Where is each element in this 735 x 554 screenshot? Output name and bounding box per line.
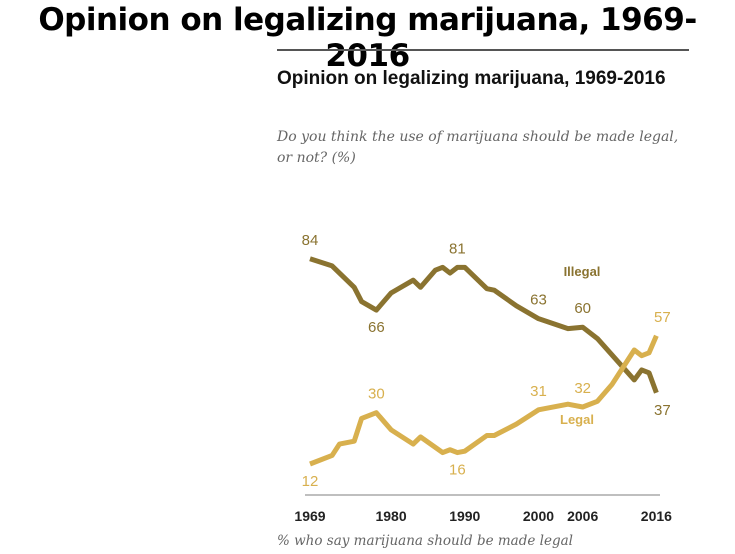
chart-note: % who say marijuana should be made legal [277,533,573,549]
data-label: 32 [574,380,591,397]
data-label: 12 [302,473,319,490]
x-tick-label: 2000 [523,508,554,524]
data-label: 37 [654,402,671,419]
page-title: Opinion on legalizing marijuana, 1969-20… [38,2,697,74]
x-tick-label: 2006 [567,508,598,524]
series-line-illegal [309,256,659,394]
x-tick-label: 1990 [449,508,480,524]
x-tick-label: 2016 [641,508,672,524]
header-rule [277,49,689,51]
data-label: 60 [574,300,591,317]
data-label: 31 [530,383,547,400]
series-line-legal [309,334,659,467]
data-label: 30 [368,386,385,403]
x-tick-label: 1969 [294,508,325,524]
x-tick-label: 1980 [375,508,406,524]
legend-label-illegal: Illegal [564,264,601,279]
data-label: 84 [302,232,319,249]
data-label: 66 [368,319,385,336]
data-label: 81 [449,240,466,257]
data-label: 63 [530,292,547,309]
chart-title: Opinion on legalizing marijuana, 1969-20… [277,68,666,89]
chart-subtitle: Do you think the use of marijuana should… [277,129,679,166]
data-label: 57 [654,309,671,326]
data-label: 16 [449,462,466,479]
legend-label-legal: Legal [560,412,594,427]
